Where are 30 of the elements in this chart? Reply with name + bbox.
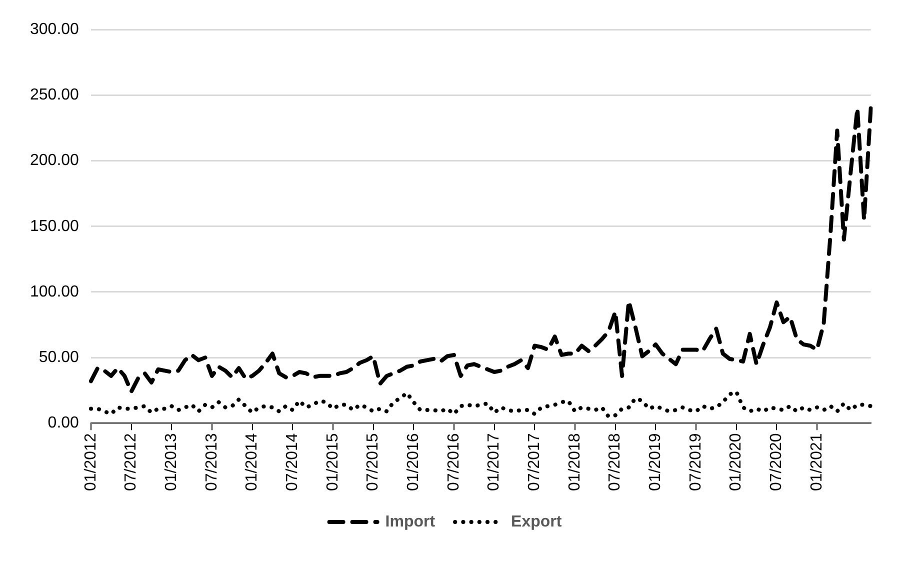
y-tick-label: 250.00 bbox=[30, 86, 80, 104]
x-tick-label: 01/2021 bbox=[808, 433, 826, 492]
x-tick-label: 01/2014 bbox=[244, 433, 261, 492]
x-tick-label: 01/2017 bbox=[486, 433, 503, 492]
x-tick-label: 01/2013 bbox=[163, 433, 180, 492]
legend-label: Export bbox=[511, 513, 562, 530]
x-tick-label: 07/2013 bbox=[203, 433, 220, 492]
x-tick-label: 01/2015 bbox=[324, 433, 342, 492]
line-series bbox=[88, 106, 873, 394]
y-tick-label: 0.00 bbox=[48, 414, 80, 432]
y-tick-label: 50.00 bbox=[38, 348, 80, 366]
x-tick-label: 07/2016 bbox=[445, 433, 462, 492]
x-tick-label: 01/2019 bbox=[647, 433, 664, 492]
y-tick-label: 150.00 bbox=[30, 218, 80, 235]
x-tick-label: 07/2018 bbox=[606, 433, 624, 492]
y-tick-label: 100.00 bbox=[30, 283, 80, 300]
y-tick-label: 300.00 bbox=[30, 21, 80, 38]
x-tick-label: 07/2017 bbox=[526, 433, 544, 492]
x-tick-label: 07/2020 bbox=[768, 433, 786, 492]
x-tick-label: 07/2015 bbox=[364, 433, 382, 492]
x-tick-label: 01/2016 bbox=[405, 433, 422, 492]
y-tick-label: 200.00 bbox=[30, 152, 80, 170]
x-tick-label: 07/2014 bbox=[284, 433, 302, 492]
x-tick-label: 01/2018 bbox=[566, 433, 584, 492]
x-tick-label: 07/2019 bbox=[687, 433, 704, 492]
legend-label: Import bbox=[385, 513, 436, 530]
x-tick-label: 01/2012 bbox=[82, 433, 100, 492]
line-series bbox=[88, 390, 873, 419]
x-tick-label: 01/2020 bbox=[728, 433, 745, 492]
x-tick-label: 07/2012 bbox=[122, 433, 140, 492]
